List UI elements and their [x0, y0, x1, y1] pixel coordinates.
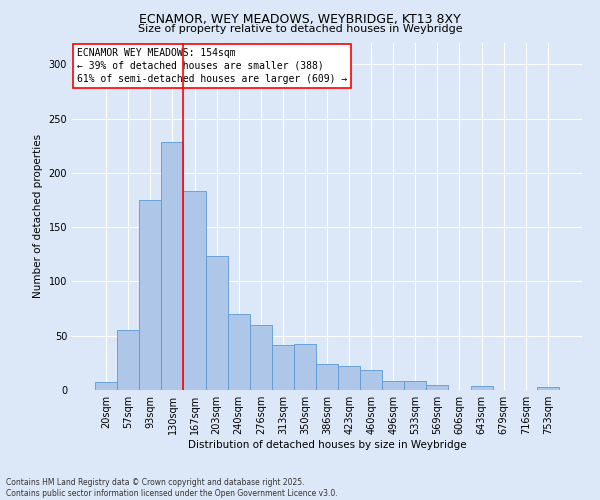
Bar: [117, 330, 139, 390]
Bar: [95, 382, 117, 390]
Bar: [537, 386, 559, 390]
Bar: [470, 386, 493, 390]
Bar: [227, 314, 250, 390]
Bar: [161, 142, 184, 390]
Text: ECNAMOR WEY MEADOWS: 154sqm
← 39% of detached houses are smaller (388)
61% of se: ECNAMOR WEY MEADOWS: 154sqm ← 39% of det…: [77, 48, 347, 84]
Text: Size of property relative to detached houses in Weybridge: Size of property relative to detached ho…: [137, 24, 463, 34]
Bar: [404, 382, 427, 390]
Bar: [316, 364, 338, 390]
X-axis label: Distribution of detached houses by size in Weybridge: Distribution of detached houses by size …: [188, 440, 466, 450]
Bar: [382, 382, 404, 390]
Text: Contains HM Land Registry data © Crown copyright and database right 2025.
Contai: Contains HM Land Registry data © Crown c…: [6, 478, 338, 498]
Bar: [294, 344, 316, 390]
Bar: [272, 346, 294, 390]
Bar: [360, 370, 382, 390]
Bar: [427, 384, 448, 390]
Text: ECNAMOR, WEY MEADOWS, WEYBRIDGE, KT13 8XY: ECNAMOR, WEY MEADOWS, WEYBRIDGE, KT13 8X…: [139, 12, 461, 26]
Bar: [206, 256, 227, 390]
Bar: [139, 200, 161, 390]
Bar: [338, 366, 360, 390]
Bar: [184, 192, 206, 390]
Y-axis label: Number of detached properties: Number of detached properties: [33, 134, 43, 298]
Bar: [250, 325, 272, 390]
